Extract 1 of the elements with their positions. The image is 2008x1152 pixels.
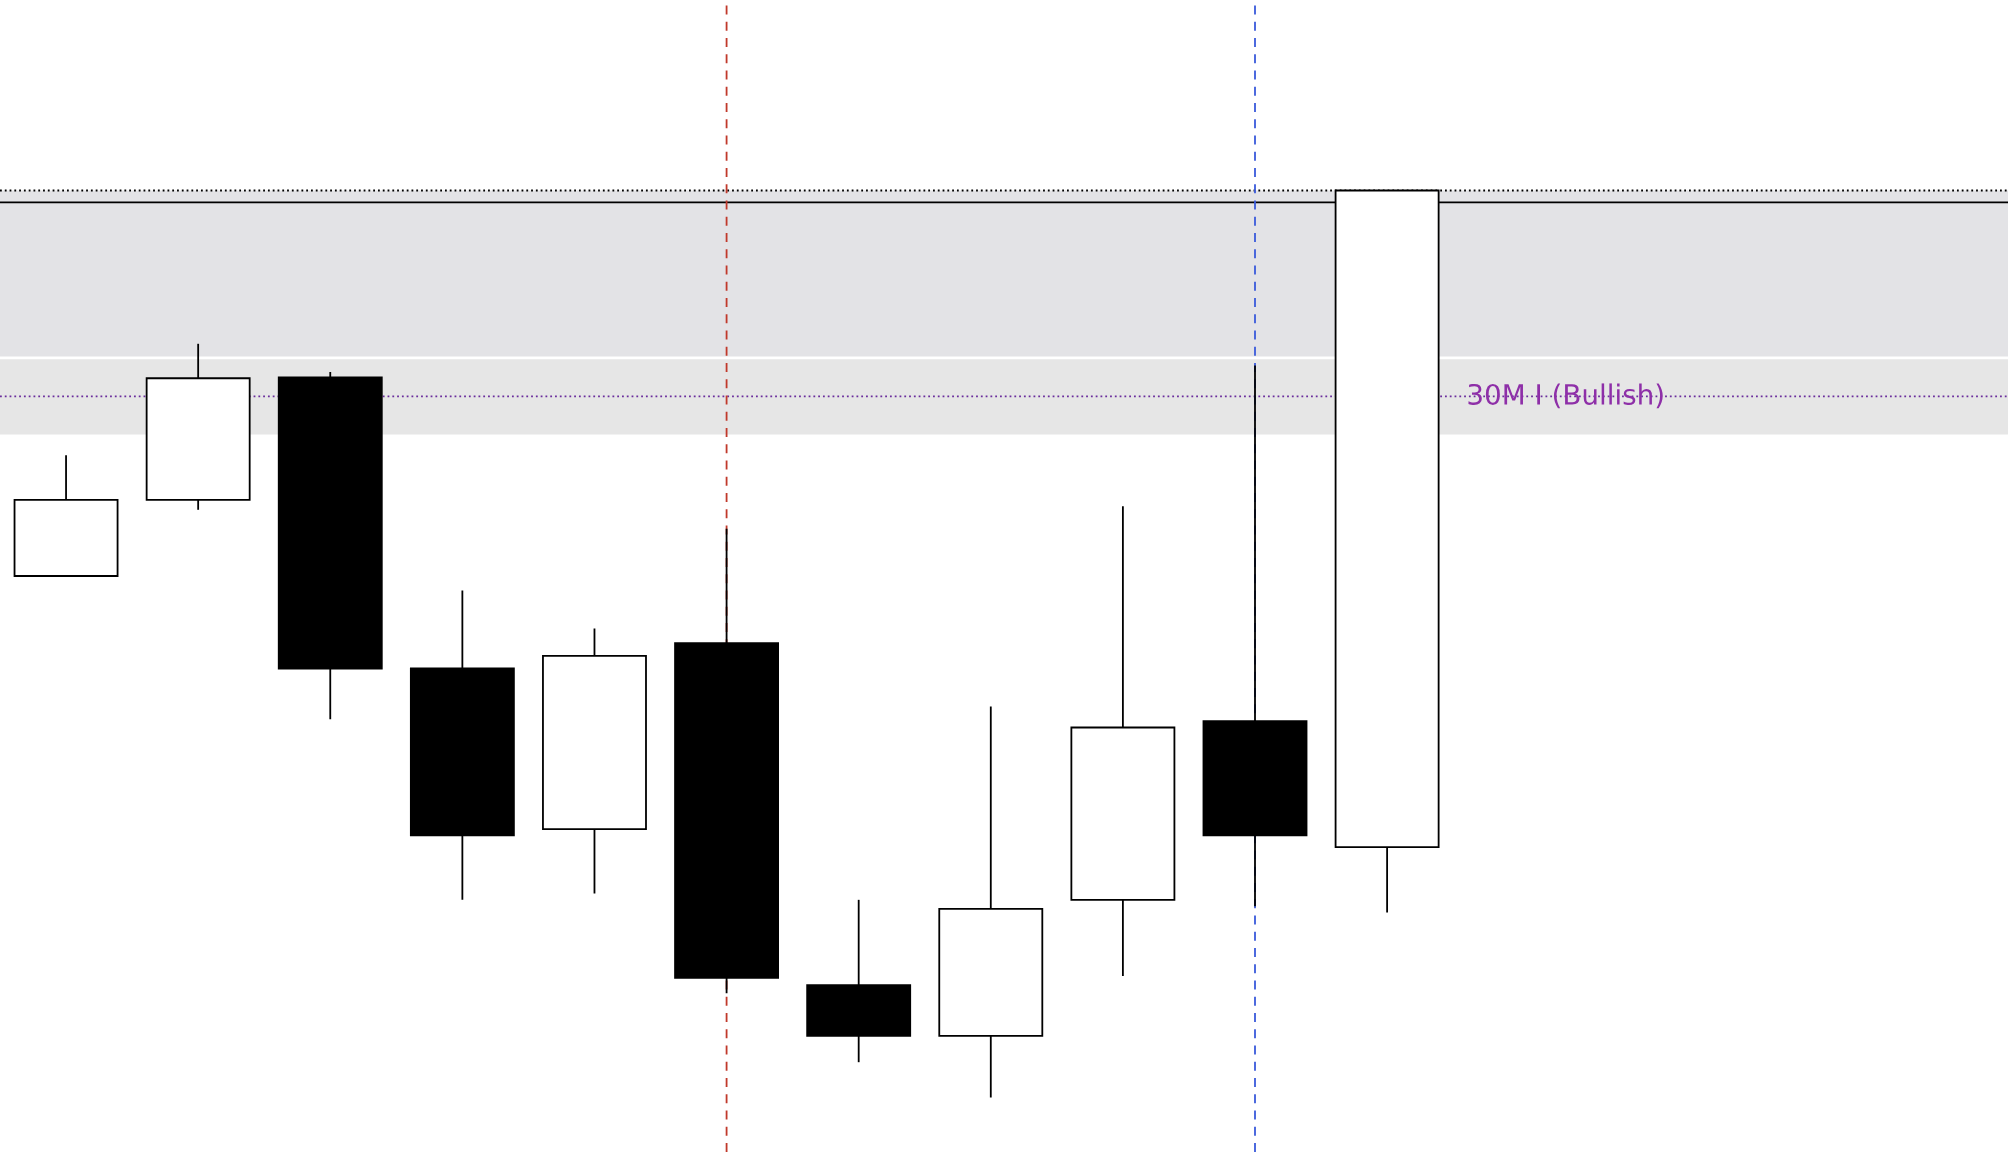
band-label: 30M I (Bullish) — [1468, 383, 1663, 409]
